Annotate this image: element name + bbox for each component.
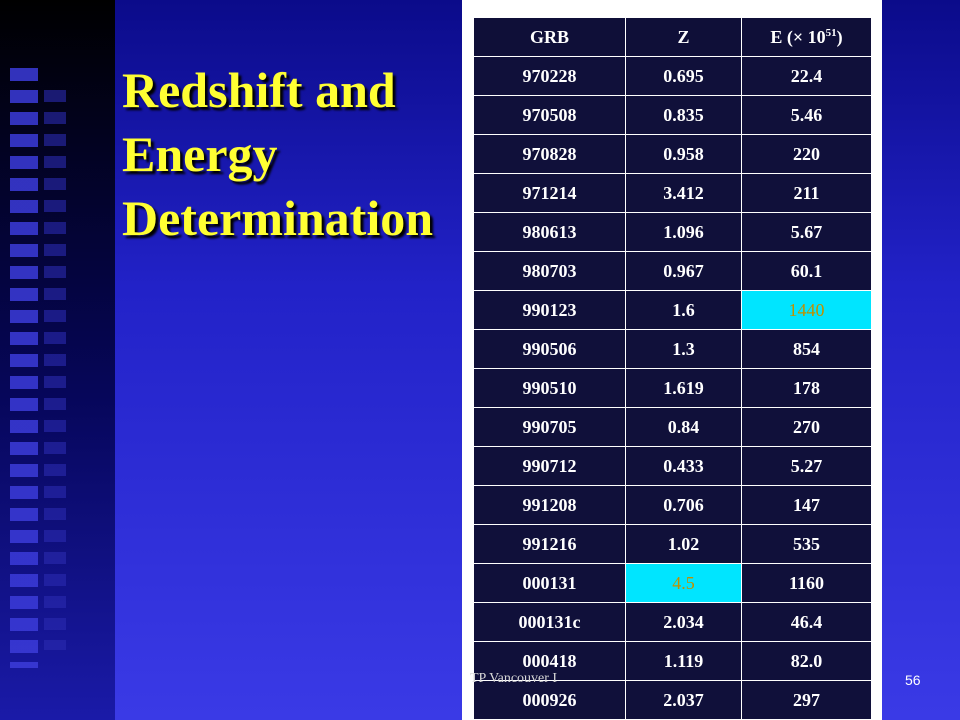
table-row: 980613 1.096 5.67: [473, 212, 872, 252]
cell-energy: 211: [741, 173, 872, 213]
cell-z: 0.958: [625, 134, 742, 174]
cell-z: 0.835: [625, 95, 742, 135]
cell-grb: 000926: [473, 680, 626, 720]
cell-grb: 000418: [473, 641, 626, 681]
slide-footer: TP Vancouver I: [470, 671, 558, 686]
table-row: 991208 0.706 147: [473, 485, 872, 525]
cell-grb: 990506: [473, 329, 626, 369]
table-row: 971214 3.412 211: [473, 173, 872, 213]
table-row: 970228 0.695 22.4: [473, 56, 872, 96]
cell-grb: 991216: [473, 524, 626, 564]
table-row: 000131c 2.034 46.4: [473, 602, 872, 642]
slide-title: Redshift and Energy Determination: [122, 58, 462, 250]
table-row: 990510 1.619 178: [473, 368, 872, 408]
table-row: 990705 0.84 270: [473, 407, 872, 447]
cell-z: 0.84: [625, 407, 742, 447]
cell-z: 1.619: [625, 368, 742, 408]
cell-energy: 82.0: [741, 641, 872, 681]
slide-title-line-3: Determination: [122, 190, 434, 246]
header-energy-prefix: E (× 10: [770, 26, 826, 47]
cell-energy: 854: [741, 329, 872, 369]
table-row: 000131 4.5 1160: [473, 563, 872, 603]
cell-grb: 990123: [473, 290, 626, 330]
header-grb: GRB: [473, 17, 626, 57]
cell-grb: 971214: [473, 173, 626, 213]
cell-energy: 46.4: [741, 602, 872, 642]
cell-grb: 970828: [473, 134, 626, 174]
slide-title-line-1: Redshift and: [122, 62, 396, 118]
cell-grb: 980613: [473, 212, 626, 252]
cell-grb: 990712: [473, 446, 626, 486]
cell-grb: 980703: [473, 251, 626, 291]
cell-energy: 147: [741, 485, 872, 525]
cell-z-highlighted: 4.5: [625, 563, 742, 603]
table-row: 991216 1.02 535: [473, 524, 872, 564]
grb-table: GRB Z E (× 1051) 970228 0.695 22.4 970508 0…: [473, 17, 872, 720]
cell-z: 0.706: [625, 485, 742, 525]
header-energy-suffix: ): [836, 26, 843, 47]
cell-energy: 5.27: [741, 446, 872, 486]
cell-z: 3.412: [625, 173, 742, 213]
slide-title-line-2: Energy: [122, 126, 278, 182]
table-row: 990506 1.3 854: [473, 329, 872, 369]
table-row: 970828 0.958 220: [473, 134, 872, 174]
cell-energy: 297: [741, 680, 872, 720]
table-header-row: GRB Z E (× 1051): [473, 17, 872, 57]
cell-grb: 000131c: [473, 602, 626, 642]
cell-z: 1.02: [625, 524, 742, 564]
cell-z: 0.967: [625, 251, 742, 291]
cell-grb: 991208: [473, 485, 626, 525]
table-row: 980703 0.967 60.1: [473, 251, 872, 291]
cell-z: 0.695: [625, 56, 742, 96]
cell-z: 0.433: [625, 446, 742, 486]
page-number: 56: [905, 672, 921, 688]
cell-energy: 535: [741, 524, 872, 564]
header-z: Z: [625, 17, 742, 57]
cell-z: 1.3: [625, 329, 742, 369]
decorative-squares-secondary: [44, 90, 66, 650]
header-energy: E (× 1051): [741, 17, 872, 57]
cell-grb: 000131: [473, 563, 626, 603]
cell-z: 2.034: [625, 602, 742, 642]
table-row: 990123 1.6 1440: [473, 290, 872, 330]
table-row: 990712 0.433 5.27: [473, 446, 872, 486]
cell-energy: 220: [741, 134, 872, 174]
cell-energy: 60.1: [741, 251, 872, 291]
table-row: 000926 2.037 297: [473, 680, 872, 720]
decorative-squares: [10, 68, 38, 668]
cell-energy: 5.46: [741, 95, 872, 135]
cell-energy: 178: [741, 368, 872, 408]
cell-energy: 1160: [741, 563, 872, 603]
cell-grb: 990705: [473, 407, 626, 447]
cell-z: 2.037: [625, 680, 742, 720]
cell-z: 1.119: [625, 641, 742, 681]
table-row: 970508 0.835 5.46: [473, 95, 872, 135]
cell-energy: 5.67: [741, 212, 872, 252]
left-decorative-band: [0, 0, 115, 720]
cell-grb: 990510: [473, 368, 626, 408]
table-panel: GRB Z E (× 1051) 970228 0.695 22.4 970508 0…: [462, 0, 882, 720]
table-row: 000418 1.119 82.0: [473, 641, 872, 681]
cell-z: 1.6: [625, 290, 742, 330]
cell-grb: 970228: [473, 56, 626, 96]
cell-energy: 270: [741, 407, 872, 447]
cell-z: 1.096: [625, 212, 742, 252]
header-energy-exponent: 51: [825, 26, 837, 39]
cell-grb: 970508: [473, 95, 626, 135]
cell-energy: 22.4: [741, 56, 872, 96]
cell-energy-highlighted: 1440: [741, 290, 872, 330]
